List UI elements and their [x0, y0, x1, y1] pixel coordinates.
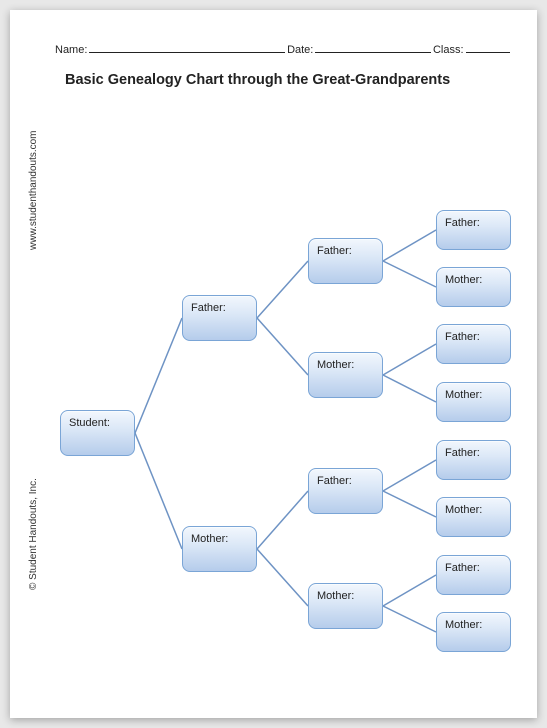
node-student: Student:	[60, 410, 135, 456]
node-ffm: Mother:	[436, 267, 511, 307]
node-fff: Father:	[436, 210, 511, 250]
edge-ff-fff	[383, 230, 436, 261]
edge-mother-mf	[257, 491, 308, 549]
edge-fm-fmf	[383, 344, 436, 375]
genealogy-chart: Student: Father: Mother: Father: Mother: Fath…	[10, 10, 547, 718]
edge-mother-mm	[257, 549, 308, 606]
edge-mf-mff	[383, 460, 436, 491]
node-fmf: Father:	[436, 324, 511, 364]
edge-fm-fmm	[383, 375, 436, 402]
edge-ff-ffm	[383, 261, 436, 287]
node-mmm: Mother:	[436, 612, 511, 652]
node-mf: Father:	[308, 468, 383, 514]
edge-student-mother	[135, 433, 182, 549]
edge-student-father	[135, 318, 182, 433]
node-mmf: Father:	[436, 555, 511, 595]
node-mm: Mother:	[308, 583, 383, 629]
node-fm: Mother:	[308, 352, 383, 398]
worksheet-page: Name: Date: Class: Basic Genealogy Chart…	[10, 10, 537, 718]
edge-father-ff	[257, 261, 308, 318]
edge-mm-mmm	[383, 606, 436, 632]
edge-father-fm	[257, 318, 308, 375]
node-mother: Mother:	[182, 526, 257, 572]
node-mff: Father:	[436, 440, 511, 480]
edge-mm-mmf	[383, 575, 436, 606]
edge-mf-mfm	[383, 491, 436, 517]
node-mfm: Mother:	[436, 497, 511, 537]
node-ff: Father:	[308, 238, 383, 284]
node-father: Father:	[182, 295, 257, 341]
node-fmm: Mother:	[436, 382, 511, 422]
